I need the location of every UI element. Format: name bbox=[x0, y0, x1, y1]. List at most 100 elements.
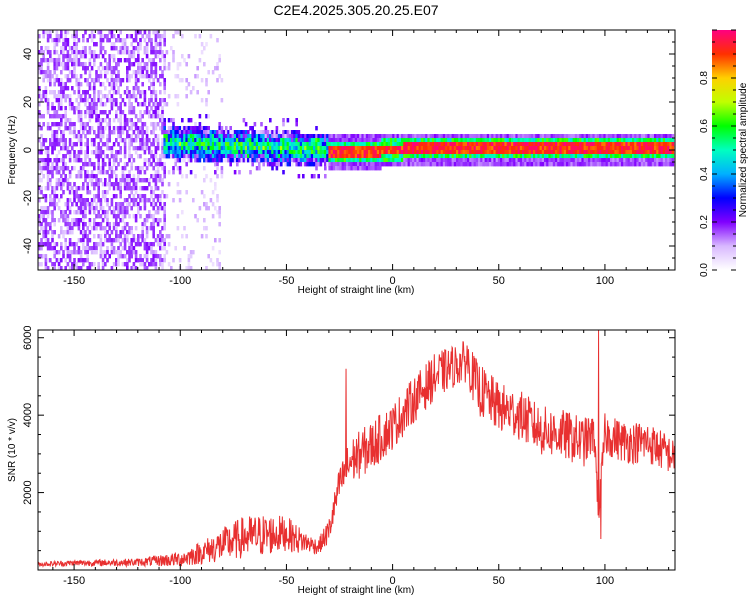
spectrogram-cell bbox=[86, 130, 89, 135]
spectrogram-cell bbox=[104, 254, 107, 259]
spectrogram-cell bbox=[117, 50, 120, 55]
spectrogram-cell bbox=[482, 158, 485, 163]
spectrogram-cell bbox=[101, 182, 105, 187]
spectrogram-cell bbox=[51, 134, 54, 139]
spectrogram-cell bbox=[152, 234, 155, 239]
spectrogram-cell bbox=[68, 142, 72, 147]
spectrogram-cell bbox=[449, 146, 452, 151]
spectrogram-cell bbox=[79, 50, 83, 55]
spectrogram-cell bbox=[115, 150, 118, 155]
spectrogram-cell bbox=[137, 62, 140, 67]
spectrogram-cell bbox=[328, 134, 331, 139]
spectrogram-cell bbox=[40, 262, 43, 267]
spectrogram-cell bbox=[566, 142, 569, 147]
spectrogram-cell bbox=[544, 146, 547, 151]
spectrogram-cell bbox=[530, 150, 534, 155]
spectrogram-cell bbox=[185, 234, 188, 239]
spectrogram-cell bbox=[79, 238, 83, 243]
spectrogram-cell bbox=[299, 162, 303, 167]
spectrogram-cell bbox=[425, 134, 428, 139]
spectrogram-cell bbox=[139, 130, 142, 135]
spectrogram-cell bbox=[244, 158, 248, 163]
spectrogram-cell bbox=[117, 258, 120, 263]
spectrogram-cell bbox=[82, 54, 85, 59]
spectrogram-cell bbox=[374, 154, 378, 159]
spectrogram-cell bbox=[170, 118, 173, 123]
spectrogram-cell bbox=[484, 142, 488, 147]
spectrogram-cell bbox=[145, 42, 149, 47]
spectrogram-cell bbox=[150, 150, 153, 155]
spectrogram-cell bbox=[46, 146, 50, 151]
spectrogram-cell bbox=[77, 110, 81, 115]
spectrogram-cell bbox=[249, 146, 252, 151]
spectrogram-cell bbox=[385, 150, 389, 155]
spectrogram-cell bbox=[491, 154, 494, 159]
spectrogram-cell bbox=[97, 146, 100, 151]
spectrogram-cell bbox=[286, 130, 290, 135]
spectrogram-cell bbox=[60, 34, 63, 39]
spectrogram-cell bbox=[649, 142, 653, 147]
spectrogram-cell bbox=[68, 58, 72, 63]
spectrogram-cell bbox=[82, 202, 85, 207]
spectrogram-cell bbox=[46, 50, 50, 55]
spectrogram-cell bbox=[159, 46, 162, 51]
spectrogram-cell bbox=[528, 158, 532, 163]
spectrogram-cell bbox=[101, 190, 105, 195]
spectrogram-cell bbox=[46, 110, 50, 115]
spectrogram-cell bbox=[647, 154, 650, 159]
spectrogram-cell bbox=[291, 138, 294, 143]
spectrogram-cell bbox=[185, 174, 188, 179]
spectrogram-cell bbox=[159, 50, 162, 55]
spectrogram-cell bbox=[660, 162, 664, 167]
spectrogram-cell bbox=[350, 138, 353, 143]
spectrogram-cell bbox=[62, 154, 65, 159]
spectrogram-cell bbox=[75, 154, 78, 159]
spectrogram-cell bbox=[566, 150, 569, 155]
spectrogram-cell bbox=[321, 146, 325, 151]
spectrogram-cell bbox=[277, 138, 281, 143]
spectrogram-cell bbox=[308, 134, 312, 139]
spectrogram-cell bbox=[68, 170, 72, 175]
spectrogram-cell bbox=[189, 250, 193, 255]
spectrogram-cell bbox=[385, 142, 389, 147]
spectrogram-cell bbox=[583, 138, 587, 143]
spectrogram-cell bbox=[363, 166, 367, 171]
spectrogram-cell bbox=[145, 254, 149, 259]
spectrogram-cell bbox=[126, 234, 129, 239]
spectrogram-cell bbox=[88, 82, 92, 87]
spectrogram-cell bbox=[266, 142, 270, 147]
spectrogram-cell bbox=[240, 154, 243, 159]
spectrogram-cell bbox=[211, 246, 215, 251]
spectrogram-cell bbox=[77, 94, 81, 99]
spectrogram-cell bbox=[101, 38, 105, 43]
spectrogram-cell bbox=[627, 138, 631, 143]
spectrogram-cell bbox=[376, 138, 380, 143]
spectrogram-cell bbox=[97, 54, 100, 59]
spectrogram-cell bbox=[128, 102, 131, 107]
spectrogram-cell bbox=[121, 130, 125, 135]
spectrogram-cell bbox=[93, 186, 96, 191]
spectrogram-cell bbox=[458, 146, 461, 151]
spectrogram-cell bbox=[55, 74, 59, 79]
spectrogram-cell bbox=[130, 254, 133, 259]
spectrogram-cell bbox=[552, 162, 556, 167]
spectrogram-cell bbox=[214, 134, 217, 139]
spectrogram-cell bbox=[57, 142, 61, 147]
spectrogram-cell bbox=[401, 146, 404, 151]
spectrogram-cell bbox=[108, 130, 111, 135]
spectrogram-cell bbox=[93, 234, 96, 239]
spectrogram-cell bbox=[588, 138, 591, 143]
spectrogram-cell bbox=[51, 138, 54, 143]
spectrogram-cell bbox=[60, 246, 63, 251]
spectrogram-cell bbox=[242, 134, 246, 139]
spectrogram-cell bbox=[68, 122, 72, 127]
spectrogram-cell bbox=[282, 118, 285, 123]
spectrogram-cell bbox=[220, 174, 224, 179]
spectrogram-cell bbox=[79, 258, 83, 263]
spectrogram-cell bbox=[143, 66, 147, 71]
spectrogram-cell bbox=[139, 198, 142, 203]
spectrogram-cell bbox=[123, 154, 127, 159]
spectrogram-cell bbox=[165, 142, 169, 147]
spectrogram-cell bbox=[220, 134, 224, 139]
spectrogram-cell bbox=[99, 198, 103, 203]
